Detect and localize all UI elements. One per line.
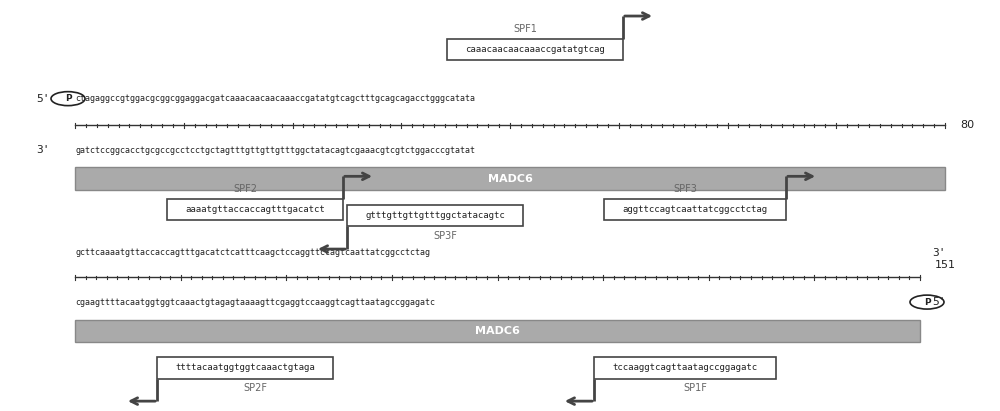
- Text: 3': 3': [36, 145, 50, 155]
- Bar: [594, 357, 776, 379]
- Bar: [447, 39, 623, 60]
- Text: 151: 151: [935, 260, 956, 270]
- Text: cgaagttttacaatggtggtcaaactgtagagtaaaagttcgaggtccaaggtcagttaatagccggagatc: cgaagttttacaatggtggtcaaactgtagagtaaaagtt…: [75, 298, 435, 307]
- Text: aggttccagtcaattatcggcctctag: aggttccagtcaattatcggcctctag: [622, 205, 768, 214]
- Bar: [604, 199, 786, 220]
- Text: MADC6: MADC6: [488, 174, 532, 184]
- Bar: [75, 320, 920, 342]
- Text: SP3F: SP3F: [433, 231, 457, 241]
- Bar: [157, 357, 333, 379]
- Text: P: P: [924, 298, 930, 307]
- Text: MADC6: MADC6: [475, 326, 520, 336]
- Text: gatctccggcacctgcgccgcctcctgctagtttgttgttgtttggctatacagtcgaaacgtcgtctggacccgtatat: gatctccggcacctgcgccgcctcctgctagtttgttgtt…: [75, 145, 475, 155]
- Text: SPF1: SPF1: [513, 24, 537, 34]
- Bar: [347, 205, 523, 226]
- Text: SP1F: SP1F: [683, 383, 707, 393]
- Text: 80: 80: [960, 120, 974, 130]
- Text: ttttacaatggtggtcaaactgtaga: ttttacaatggtggtcaaactgtaga: [175, 363, 315, 372]
- Text: 5': 5': [36, 94, 50, 104]
- Text: 5': 5': [932, 297, 946, 307]
- Bar: [75, 168, 945, 190]
- Text: 3': 3': [932, 248, 946, 258]
- Text: SPF2: SPF2: [233, 184, 257, 194]
- Text: aaaatgttaccaccagtttgacatct: aaaatgttaccaccagtttgacatct: [185, 205, 325, 214]
- Text: SP2F: SP2F: [243, 383, 267, 393]
- Text: caaacaacaacaaaccgatatgtcag: caaacaacaacaaaccgatatgtcag: [465, 45, 605, 54]
- Text: gtttgttgttgtttggctatacagtc: gtttgttgttgtttggctatacagtc: [365, 211, 505, 220]
- Text: gcttcaaaatgttaccaccagtttgacatctcatttcaagctccaggttccagtcaattatcggcctctag: gcttcaaaatgttaccaccagtttgacatctcatttcaag…: [75, 248, 430, 257]
- Text: P: P: [65, 94, 71, 103]
- Text: ctagaggccgtggacgcggcggaggacgatcaaacaacaacaaaccgatatgtcagctttgcagcagacctgggcatata: ctagaggccgtggacgcggcggaggacgatcaaacaacaa…: [75, 94, 475, 103]
- Text: SPF3: SPF3: [673, 184, 697, 194]
- Text: tccaaggtcagttaatagccggagatc: tccaaggtcagttaatagccggagatc: [612, 363, 758, 372]
- Bar: [167, 199, 343, 220]
